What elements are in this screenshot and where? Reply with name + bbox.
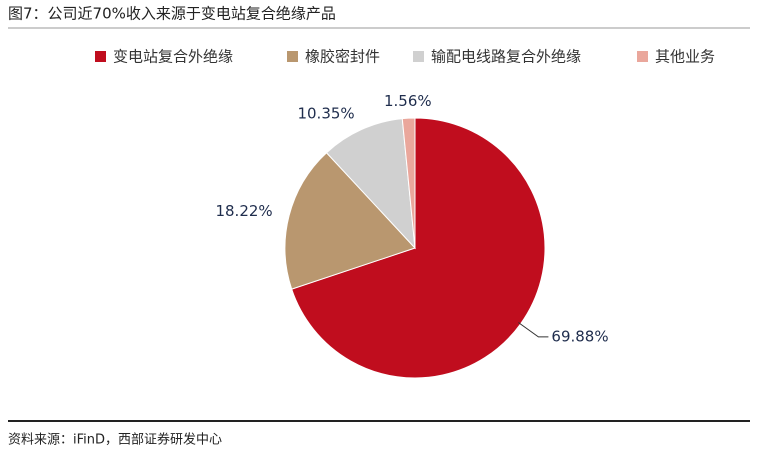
legend-label: 橡胶密封件 <box>305 48 380 66</box>
legend-swatch <box>95 51 106 62</box>
legend-swatch <box>287 51 298 62</box>
legend-label: 其他业务 <box>655 48 715 66</box>
legend-swatch <box>637 51 648 62</box>
legend-label: 变电站复合外绝缘 <box>113 48 233 66</box>
pie-slice <box>401 117 416 249</box>
data-label: 69.88% <box>551 327 608 345</box>
source: 资料来源：iFinD，西部证券研发中心 <box>8 432 222 448</box>
legend-swatch <box>413 51 424 62</box>
pie-slice <box>284 152 416 290</box>
legend-label: 输配电线路复合外绝缘 <box>431 48 581 66</box>
data-label: 10.35% <box>297 105 354 123</box>
data-label: 1.56% <box>384 92 432 110</box>
leader-line <box>518 322 549 338</box>
chart-title: 图7：公司近70%收入来源于变电站复合绝缘产品 <box>8 5 336 23</box>
pie-slice <box>325 118 416 250</box>
data-label: 18.22% <box>215 202 272 220</box>
